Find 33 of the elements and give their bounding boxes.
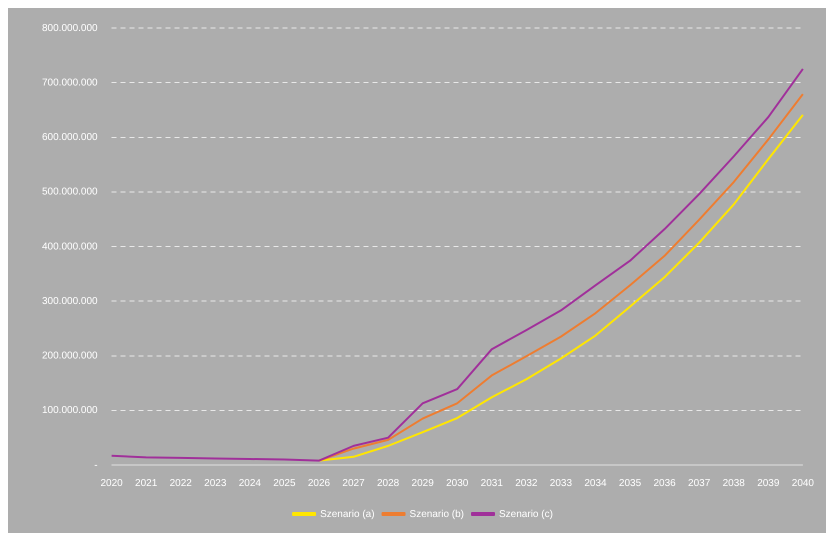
x-tick-label: 2025 xyxy=(273,478,296,489)
y-tick-label: 300.000.000 xyxy=(42,296,98,307)
x-tick-label: 2033 xyxy=(550,478,572,489)
x-tick-label: 2028 xyxy=(376,478,400,489)
x-tick-label: 2023 xyxy=(204,478,227,489)
x-tick-label: 2035 xyxy=(618,478,642,489)
y-tick-label: - xyxy=(94,460,98,471)
x-tick-label: 2040 xyxy=(792,478,814,489)
x-tick-label: 2034 xyxy=(584,478,608,489)
x-tick-label: 2020 xyxy=(100,478,124,489)
x-tick-label: 2029 xyxy=(412,478,434,489)
legend-label: Szenario (a) xyxy=(320,508,375,520)
legend-label: Szenario (b) xyxy=(410,508,464,520)
y-tick-label: 800.000.000 xyxy=(42,22,98,34)
y-tick-label: 100.000.000 xyxy=(42,405,98,416)
x-tick-label: 2039 xyxy=(757,478,780,489)
y-tick-label: 600.000.000 xyxy=(42,132,98,143)
x-tick-label: 2024 xyxy=(238,478,262,489)
y-tick-label: 700.000.000 xyxy=(42,77,98,88)
y-tick-label: 200.000.000 xyxy=(42,350,98,362)
x-tick-label: 2026 xyxy=(308,478,331,489)
x-tick-label: 2021 xyxy=(135,478,158,489)
y-tick-label: 400.000.000 xyxy=(42,241,98,252)
x-tick-label: 2030 xyxy=(446,478,469,489)
x-tick-label: 2032 xyxy=(515,478,538,489)
x-tick-label: 2022 xyxy=(170,478,192,489)
x-tick-label: 2038 xyxy=(722,478,746,489)
x-tick-label: 2027 xyxy=(342,478,366,489)
legend-label: Szenario (c) xyxy=(499,508,553,520)
x-tick-label: 2037 xyxy=(688,478,711,489)
x-tick-label: 2031 xyxy=(480,478,504,489)
x-tick-label: 2036 xyxy=(654,478,676,489)
y-tick-label: 500.000.000 xyxy=(42,186,98,198)
